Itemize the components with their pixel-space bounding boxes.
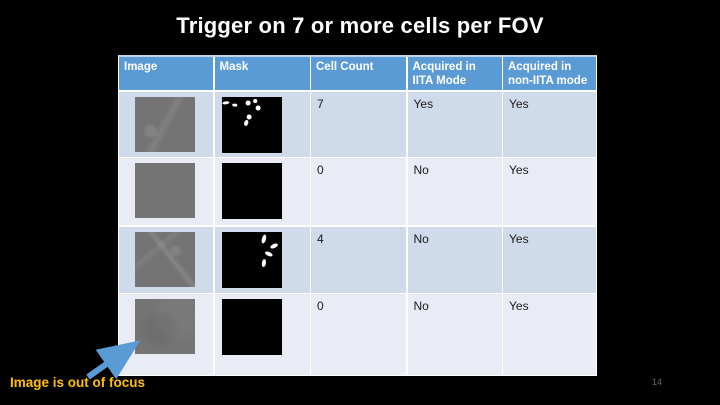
table-row-3-cell-count: 4 xyxy=(311,226,406,293)
table-row-1-image-cell xyxy=(119,91,213,157)
mask-image xyxy=(221,163,282,219)
table-row-1-cell-count: 7 xyxy=(311,91,406,157)
table-row-4-acquired-iita: No xyxy=(407,294,502,375)
callout-arrow-icon xyxy=(86,340,141,380)
fov-image xyxy=(135,231,195,287)
table-row-4-mask-cell xyxy=(214,294,310,375)
col-header-acquired-non-iita: Acquired in non-IITA mode xyxy=(503,57,596,90)
table-row-4-acquired-non-iita: Yes xyxy=(503,294,596,375)
table-row-1-acquired-iita: Yes xyxy=(407,91,502,157)
table-row-2-mask-cell xyxy=(214,158,310,225)
fov-image xyxy=(135,96,195,152)
table-row-2-cell-count: 0 xyxy=(311,158,406,225)
mask-image xyxy=(221,96,282,153)
col-header-acquired-iita: Acquired in IITA Mode xyxy=(407,57,502,90)
table-row-3-acquired-iita: No xyxy=(407,226,502,293)
col-header-cell-count: Cell Count xyxy=(311,57,406,90)
table-row-3-acquired-non-iita: Yes xyxy=(503,226,596,293)
col-header-image: Image xyxy=(119,57,213,90)
table-row-4-cell-count: 0 xyxy=(311,294,406,375)
table-row-2-image-cell xyxy=(119,158,213,225)
col-header-mask: Mask xyxy=(214,57,310,90)
page-number: 14 xyxy=(652,377,663,387)
results-table: Image Mask Cell Count Acquired in IITA M… xyxy=(118,55,597,376)
fov-image xyxy=(135,163,195,218)
slide-title: Trigger on 7 or more cells per FOV xyxy=(176,13,544,38)
mask-image xyxy=(221,231,282,288)
out-of-focus-annotation: Image is out of focus xyxy=(10,375,146,390)
mask-image xyxy=(221,299,282,355)
table-row-1-mask-cell xyxy=(214,91,310,157)
table-row-3-image-cell xyxy=(119,226,213,293)
table-row-2-acquired-iita: No xyxy=(407,158,502,225)
fov-image-out-of-focus xyxy=(135,299,195,354)
table-row-1-acquired-non-iita: Yes xyxy=(503,91,596,157)
table-row-2-acquired-non-iita: Yes xyxy=(503,158,596,225)
table-row-3-mask-cell xyxy=(214,226,310,293)
